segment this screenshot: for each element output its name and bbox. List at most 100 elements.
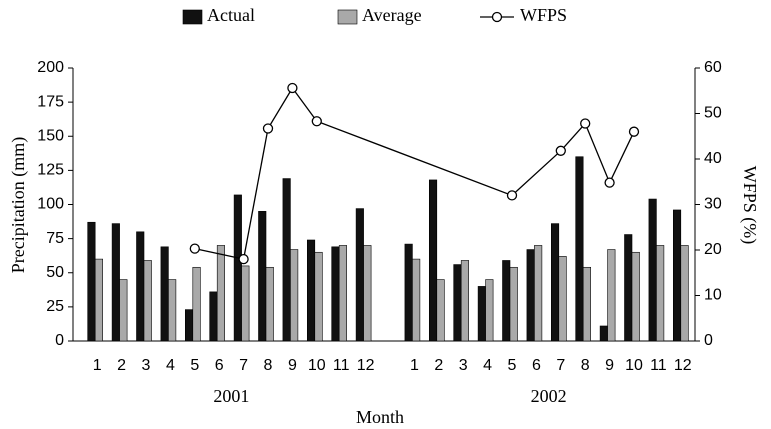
y2-tick-label: 30 xyxy=(704,196,722,213)
x-tick-label: 11 xyxy=(650,357,667,374)
y-tick-label: 150 xyxy=(37,127,64,144)
bar xyxy=(143,260,152,342)
bar xyxy=(502,260,511,342)
x-tick-label: 2 xyxy=(434,357,443,374)
bar xyxy=(558,256,567,342)
x-tick-label: 12 xyxy=(674,357,692,374)
bar xyxy=(428,179,438,342)
x-tick-label: 8 xyxy=(264,357,273,374)
bar xyxy=(631,251,640,342)
bar xyxy=(485,279,494,342)
bar xyxy=(656,245,665,342)
y-tick-label: 125 xyxy=(37,162,64,179)
wfps-marker xyxy=(555,145,566,156)
bar xyxy=(355,208,364,342)
wfps-line xyxy=(267,87,293,129)
bar xyxy=(331,246,340,342)
wfps-marker xyxy=(189,243,200,254)
y2-axis-title: WFPS (%) xyxy=(739,166,760,245)
x-tick-label: 2 xyxy=(117,357,126,374)
bar xyxy=(136,231,145,342)
group-label: 2001 xyxy=(213,386,249,406)
x-tick-label: 9 xyxy=(288,357,297,374)
legend-marker xyxy=(491,11,503,23)
bar xyxy=(111,223,120,342)
x-tick-label: 8 xyxy=(581,357,590,374)
wfps-marker xyxy=(506,190,518,201)
bar xyxy=(477,286,486,342)
wfps-line xyxy=(560,123,586,152)
x-tick-label: 3 xyxy=(459,357,468,374)
y-tick-label: 200 xyxy=(37,59,64,76)
y2-tick-label: 0 xyxy=(704,332,713,349)
y-tick-label: 100 xyxy=(37,196,64,213)
legend-label: Average xyxy=(362,5,422,25)
bar xyxy=(185,309,194,342)
bar xyxy=(338,245,348,342)
wfps-marker xyxy=(604,177,615,188)
bar xyxy=(436,279,445,342)
y2-tick-label: 10 xyxy=(704,287,722,304)
bar xyxy=(290,249,299,342)
bar xyxy=(241,265,250,342)
bar xyxy=(648,198,657,342)
bar xyxy=(119,279,128,342)
y-tick-label: 175 xyxy=(37,93,64,110)
bar xyxy=(404,243,413,342)
group-label: 2002 xyxy=(531,386,567,406)
bar xyxy=(575,156,584,342)
wfps-marker xyxy=(628,126,640,137)
bar xyxy=(265,266,274,342)
bar xyxy=(582,266,592,342)
y-tick-label: 75 xyxy=(46,230,64,247)
x-tick-label: 1 xyxy=(410,357,419,374)
x-axis-title: Month xyxy=(356,407,404,427)
bar xyxy=(534,245,543,342)
x-tick-label: 6 xyxy=(532,357,541,374)
x-tick-label: 4 xyxy=(166,357,175,374)
bar xyxy=(607,249,616,342)
wfps-line xyxy=(584,123,611,183)
bar xyxy=(94,258,103,342)
bar xyxy=(209,291,218,342)
wfps-line xyxy=(609,131,635,183)
y2-tick-label: 20 xyxy=(704,241,722,258)
wfps-line xyxy=(291,87,318,122)
x-tick-label: 7 xyxy=(239,357,248,374)
wfps-marker xyxy=(311,116,322,127)
bar xyxy=(550,223,560,342)
wfps-line xyxy=(194,247,244,260)
x-tick-label: 5 xyxy=(190,357,199,374)
wfps-marker xyxy=(287,82,298,94)
bar xyxy=(672,209,682,342)
bar xyxy=(453,264,462,342)
wfps-marker xyxy=(238,253,249,265)
bar xyxy=(87,221,96,342)
wfps-line xyxy=(511,150,562,196)
wfps-marker xyxy=(262,123,274,134)
x-tick-label: 10 xyxy=(308,357,326,374)
legend-label: Actual xyxy=(207,5,255,25)
x-tick-label: 9 xyxy=(605,357,614,374)
bar xyxy=(168,279,177,342)
bar xyxy=(314,251,323,342)
y-tick-label: 50 xyxy=(46,264,64,281)
x-tick-label: 12 xyxy=(357,357,375,374)
bar xyxy=(258,211,267,342)
y2-tick-label: 50 xyxy=(704,105,722,122)
y-axis-title: Precipitation (mm) xyxy=(8,137,29,273)
bar xyxy=(680,245,689,342)
y2-tick-label: 40 xyxy=(704,150,722,167)
bar xyxy=(216,245,225,342)
x-tick-label: 4 xyxy=(483,357,492,374)
bar xyxy=(192,266,201,342)
bar xyxy=(599,325,608,342)
bar xyxy=(233,194,242,342)
legend-swatch xyxy=(337,9,358,25)
wfps-line xyxy=(242,128,269,260)
x-tick-label: 6 xyxy=(215,357,224,374)
bar xyxy=(160,246,169,342)
bar xyxy=(509,266,518,342)
bar xyxy=(412,258,421,342)
